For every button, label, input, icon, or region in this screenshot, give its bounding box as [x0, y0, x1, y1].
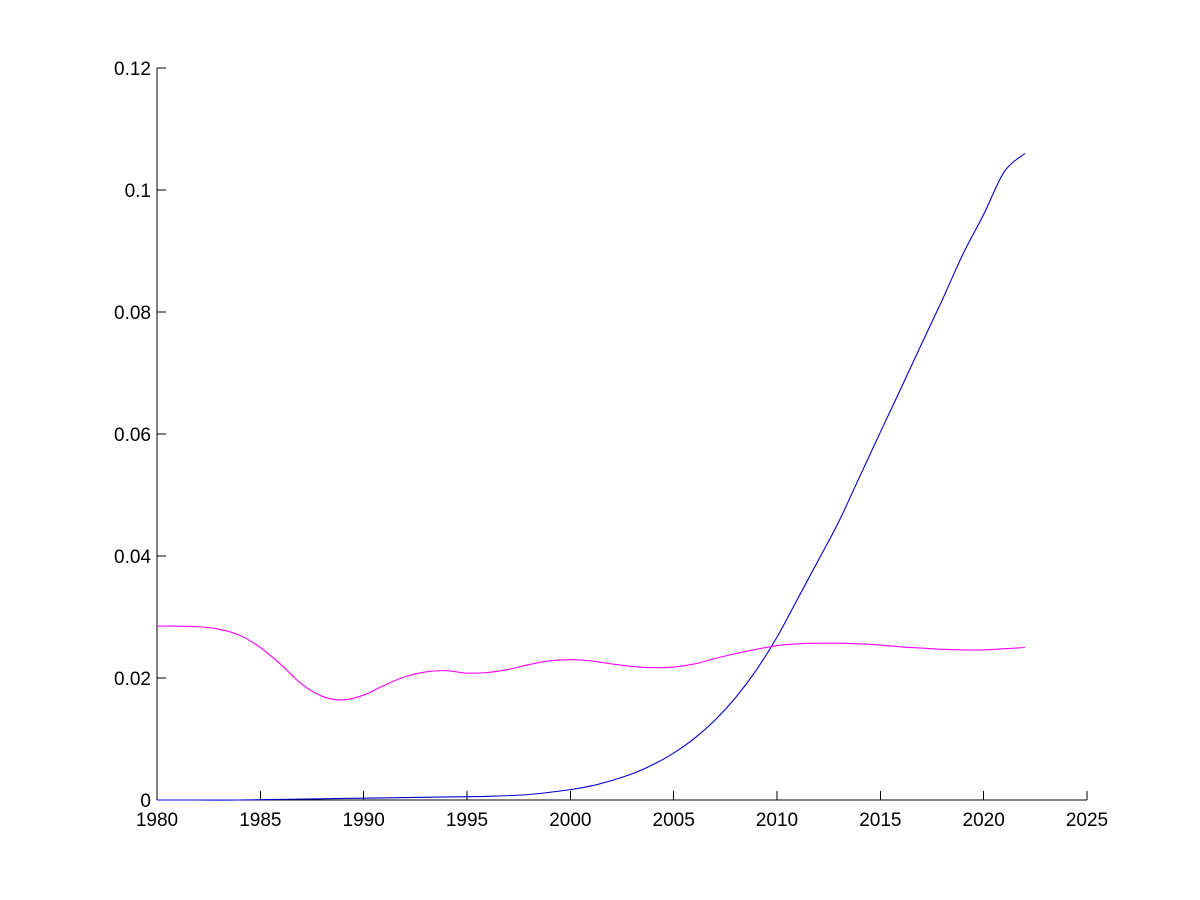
y-tick-label: 0 [140, 791, 151, 812]
y-tick-label: 0.08 [114, 303, 151, 324]
y-axis-ticks: 0 0.02 0.04 0.06 0.08 0.1 0.12 [114, 59, 166, 812]
x-tick-label: 1980 [136, 810, 178, 831]
y-tick-label: 0.12 [114, 59, 151, 80]
series-line-blue [157, 152, 1026, 801]
x-tick-label: 1995 [446, 810, 488, 831]
axes [156, 68, 1087, 801]
x-tick-label: 2010 [756, 810, 798, 831]
y-tick-label: 0.1 [125, 181, 151, 202]
x-tick-label: 1985 [239, 810, 281, 831]
series-lines [156, 152, 1026, 801]
x-tick-label: 2000 [549, 810, 591, 831]
x-tick-label: 2020 [963, 810, 1005, 831]
series-line-magenta [156, 625, 1026, 701]
x-tick-label: 2005 [653, 810, 695, 831]
x-tick-label: 2025 [1066, 810, 1108, 831]
x-tick-label: 1990 [343, 810, 385, 831]
x-axis-ticks: 1980 1985 1990 1995 2000 2005 2010 2015 2020 2025 [136, 791, 1108, 831]
y-tick-label: 0.06 [114, 425, 151, 446]
y-tick-label: 0.04 [114, 547, 151, 568]
y-tick-label: 0.02 [114, 669, 151, 690]
x-tick-label: 2015 [859, 810, 901, 831]
